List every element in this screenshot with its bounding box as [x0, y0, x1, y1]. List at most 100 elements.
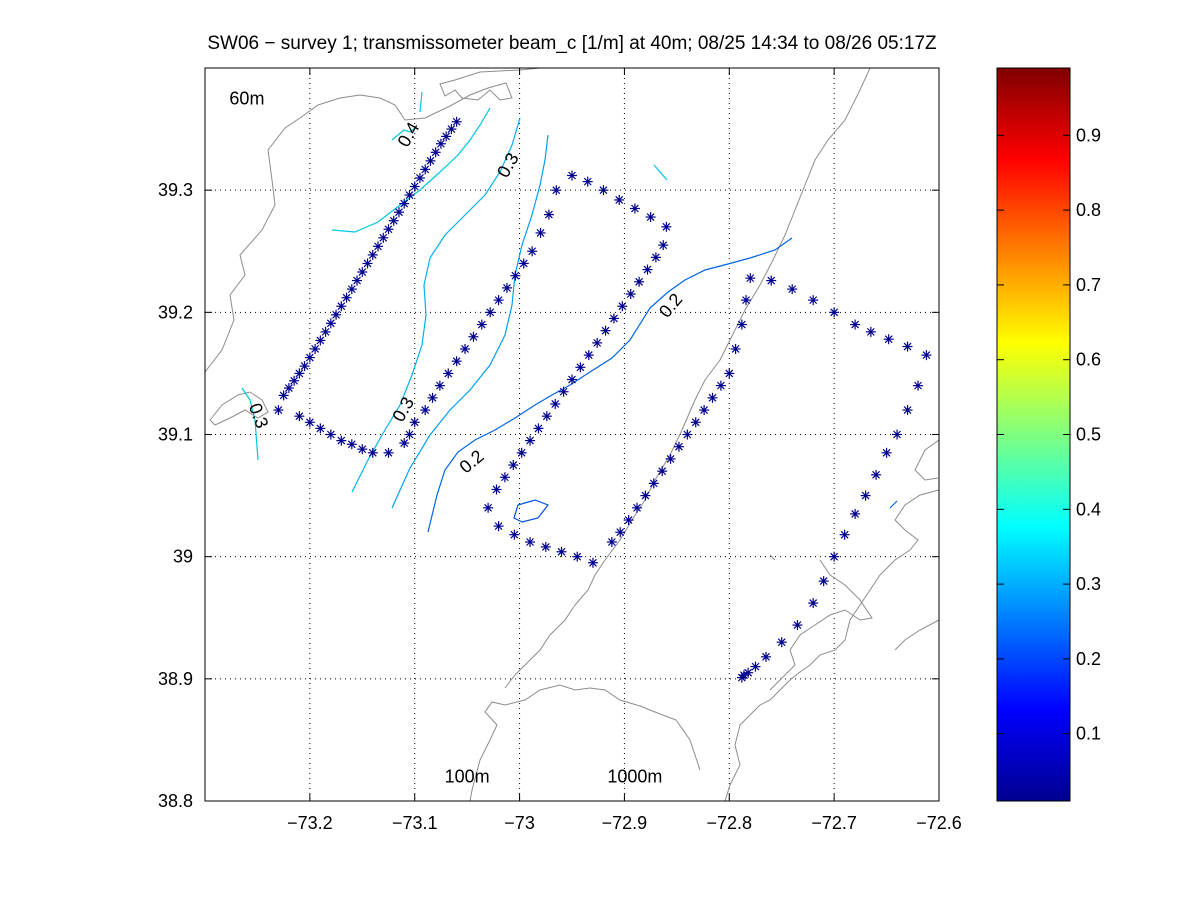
station-marker: [535, 227, 546, 238]
station-marker: [792, 620, 803, 631]
chart-title: SW06 − survey 1; transmissometer beam_c …: [207, 33, 937, 54]
colorbar: [997, 68, 1070, 801]
station-marker: [525, 435, 536, 446]
station-marker: [357, 444, 368, 455]
station-marker: [736, 319, 747, 330]
station-marker: [865, 326, 876, 337]
contour-0.3-west-line: [351, 117, 521, 493]
station-marker: [598, 185, 609, 196]
station-marker: [665, 453, 676, 464]
station-marker: [808, 598, 819, 609]
colorbar-tick-label: 0.7: [1076, 275, 1101, 295]
station-marker: [745, 273, 756, 284]
station-marker: [776, 637, 787, 648]
station-marker: [493, 521, 504, 532]
station-marker: [434, 380, 445, 391]
station-marker: [367, 447, 378, 458]
station-marker: [362, 258, 373, 269]
station-marker: [648, 478, 659, 489]
station-marker: [730, 343, 741, 354]
station-marker: [690, 417, 701, 428]
station-marker: [493, 295, 504, 306]
station-marker: [414, 172, 425, 183]
x-axis: −73.2 −73.1 −73 −72.9 −72.8 −72.7 −72.6: [287, 68, 962, 833]
x-tick-label: −73: [504, 813, 535, 833]
station-marker: [483, 502, 494, 513]
colorbar-tick-label: 0.1: [1076, 724, 1101, 744]
station-marker: [623, 515, 634, 526]
station-marker: [540, 541, 551, 552]
station-marker: [572, 551, 583, 562]
station-marker: [451, 116, 462, 127]
station-marker: [441, 131, 452, 142]
station-marker: [632, 502, 643, 513]
grid-lines: [205, 68, 939, 801]
station-marker: [336, 435, 347, 446]
station-marker: [921, 350, 932, 361]
station-marker: [818, 576, 829, 587]
bathymetry-shelf-edge-line: [724, 439, 939, 801]
station-marker: [640, 490, 651, 501]
station-marker: [808, 295, 819, 306]
station-marker: [750, 661, 761, 672]
station-marker: [614, 194, 625, 205]
x-tick-label: −73.1: [392, 813, 438, 833]
station-marker: [425, 155, 436, 166]
station-marker: [760, 651, 771, 662]
station-marker: [383, 447, 394, 458]
depth-label: 60m: [229, 89, 264, 109]
station-marker: [902, 405, 913, 416]
station-marker: [587, 557, 598, 568]
station-marker: [743, 667, 754, 678]
station-marker: [525, 537, 536, 548]
station-marker: [508, 460, 519, 471]
station-marker: [650, 252, 661, 263]
x-tick-label: −72.7: [811, 813, 857, 833]
station-marker: [661, 221, 672, 232]
station-marker: [617, 301, 628, 312]
station-marker: [724, 368, 735, 379]
station-marker: [443, 368, 454, 379]
bathymetry-100m-line: [469, 684, 701, 801]
contour-0.2-loop: [513, 499, 549, 523]
station-marker: [829, 551, 840, 562]
station-marker: [294, 368, 305, 379]
station-marker: [881, 447, 892, 458]
y-tick-label: 39.1: [158, 425, 193, 445]
station-marker: [430, 147, 441, 158]
contour-0.2-line: [427, 237, 793, 533]
station-marker: [294, 411, 305, 422]
station-marker: [829, 307, 840, 318]
station-marker: [491, 484, 502, 495]
station-marker: [582, 176, 593, 187]
station-marker: [533, 423, 544, 434]
station-marker: [592, 337, 603, 348]
station-marker: [331, 309, 342, 320]
colorbar-tick-label: 0.5: [1076, 425, 1101, 445]
contour-0.3-east-line: [391, 134, 549, 509]
y-tick-label: 38.8: [158, 791, 193, 811]
station-marker: [346, 439, 357, 450]
station-marker: [451, 356, 462, 367]
station-marker: [315, 335, 326, 346]
colorbar-tick-label: 0.6: [1076, 350, 1101, 370]
station-marker: [673, 441, 684, 452]
station-marker: [393, 207, 404, 218]
station-marker: [567, 170, 577, 181]
station-marker: [499, 472, 510, 483]
station-marker: [850, 508, 861, 519]
station-marker: [583, 350, 594, 361]
station-marker: [278, 390, 289, 401]
depth-label: 100m: [445, 767, 490, 787]
station-marker: [409, 417, 420, 428]
colorbar-tick-label: 0.4: [1076, 499, 1101, 519]
station-marker: [346, 284, 357, 295]
x-tick-label: −73.2: [287, 813, 333, 833]
x-tick-label: −72.9: [602, 813, 648, 833]
station-marker: [509, 529, 520, 540]
station-marker: [860, 490, 871, 501]
station-marker: [707, 392, 718, 403]
station-marker: [850, 319, 861, 330]
y-axis: 38.8 38.9 39 39.1 39.2 39.3: [158, 180, 939, 811]
station-marker: [273, 405, 284, 416]
